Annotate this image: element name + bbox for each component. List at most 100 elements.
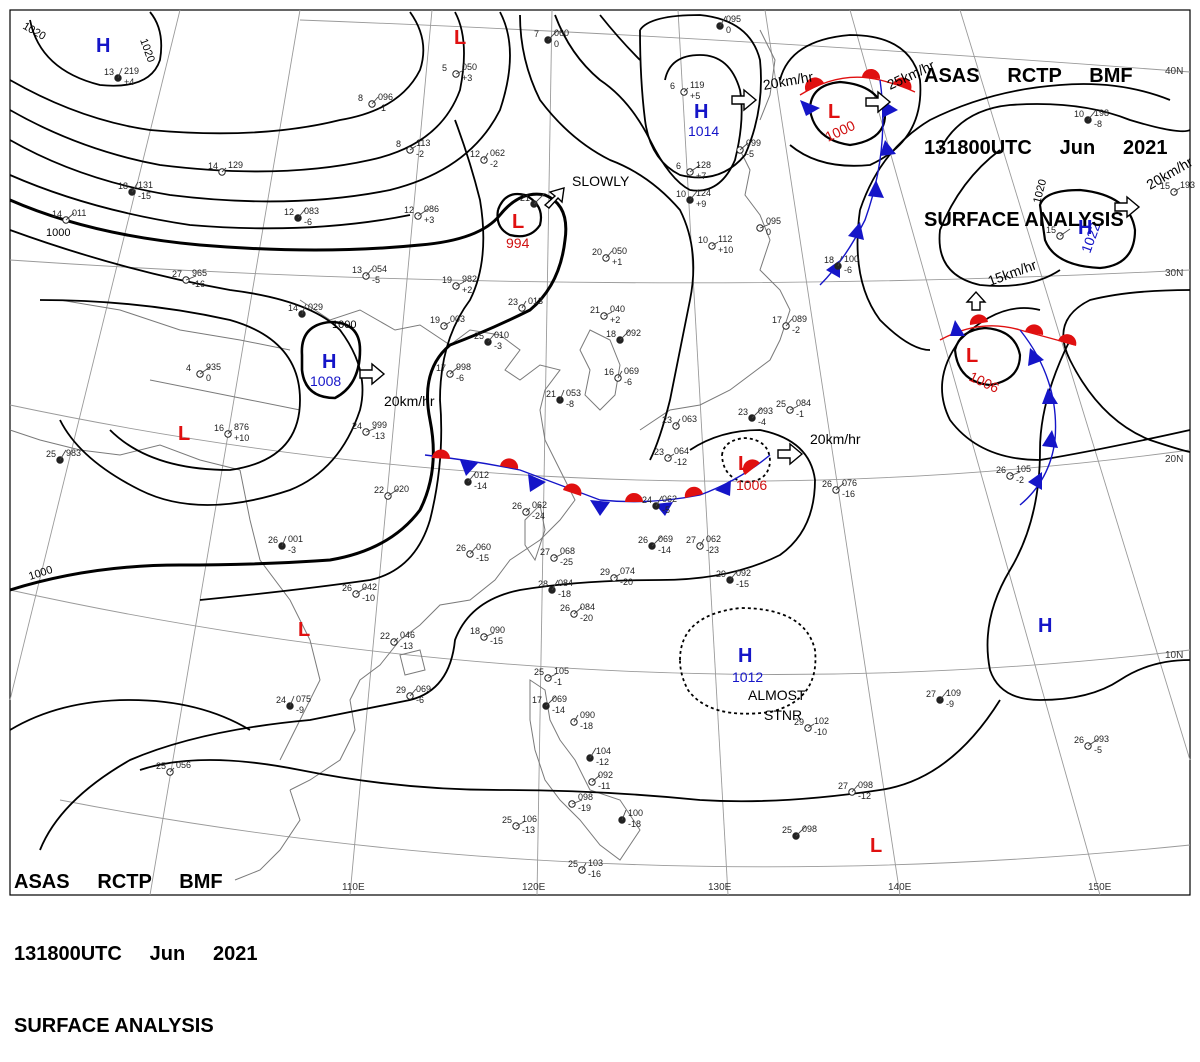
station-temperature: 21: [546, 389, 556, 399]
longitude-labels: 110E 120E 130E 140E 150E: [342, 882, 1112, 893]
station-plot: 26 060-15: [456, 542, 491, 563]
station-temperature: 28: [538, 579, 548, 589]
wind-barb-icon: [417, 208, 429, 217]
station-pressure: 001: [288, 534, 303, 544]
isobar-1022-high: [1038, 188, 1137, 270]
station-pressure-tendency: -20: [620, 577, 633, 587]
parallel-20n: [9, 404, 1191, 482]
station-pressure-tendency: -16: [192, 279, 205, 289]
station-temperature: 25: [568, 859, 578, 869]
station-plot: 28 084-18: [538, 578, 573, 599]
cold-front-mark: [848, 222, 864, 240]
station-pressure-tendency: -2: [792, 325, 800, 335]
low-center-marker: L: [454, 27, 466, 49]
station-temperature: 24: [352, 421, 362, 431]
station-plot: 27 098-12: [838, 780, 873, 801]
low-center-marker: L: [298, 619, 310, 641]
station-pressure: 103: [588, 858, 603, 868]
station-pressure: 119: [690, 80, 704, 90]
coast-korea: [579, 329, 621, 411]
station-plot: 18 131-15: [118, 180, 153, 201]
low-center-value: 1006: [736, 477, 767, 493]
lon-label: 130E: [708, 882, 732, 893]
header-line-3: SURFACE ANALYSIS: [14, 1015, 214, 1037]
lat-label: 30N: [1165, 268, 1183, 279]
station-pressure-tendency: +10: [234, 433, 249, 443]
wind-barb-icon: [651, 535, 663, 547]
station-plot: 12 062-2: [470, 148, 505, 169]
station-plot: 18 092: [606, 328, 641, 344]
station-plot: 10 198-8: [1074, 108, 1109, 129]
station-plot: 25 056: [156, 760, 191, 776]
station-temperature: 25: [534, 667, 544, 677]
meridian-110e: [349, 9, 433, 896]
station-pressure: 092: [626, 328, 641, 338]
station-pressure-tendency: -14: [552, 705, 565, 715]
station-pressure-tendency: +4: [124, 77, 134, 87]
station-pressure: 075: [296, 694, 311, 704]
station-temperature: 22: [380, 631, 390, 641]
dashed-isobars: [679, 437, 817, 715]
parallel-0: [59, 799, 1191, 868]
meridian-130e: [677, 9, 729, 896]
warm-front-mark: [969, 314, 988, 325]
station-pressure-tendency: -1: [554, 677, 562, 687]
station-pressure-tendency: -12: [596, 757, 609, 767]
station-temperature: 26: [456, 543, 466, 553]
wind-barb-icon: [1173, 187, 1181, 193]
wind-barb-icon: [455, 69, 465, 75]
station-plot: 16 069-6: [604, 366, 639, 387]
station-pressure-tendency: -25: [560, 557, 573, 567]
station-plot: 12 086+3: [404, 204, 439, 225]
station-pressure-tendency: -14: [474, 481, 487, 491]
station-pressure-tendency: -5: [746, 149, 754, 159]
station-temperature: 23: [508, 297, 518, 307]
station-pressure-tendency: -15: [736, 579, 749, 589]
isobar-south-2: [39, 429, 816, 851]
isobar-ne-2: [859, 83, 1171, 211]
station-temperature: 25: [46, 449, 56, 459]
wind-barb-icon: [169, 767, 175, 773]
station-plot: 092-11: [588, 770, 613, 791]
wind-barb-icon: [393, 637, 399, 643]
station-temperature: 8: [358, 93, 363, 103]
station-pressure: 069: [624, 366, 639, 376]
station-plot: 26 084-20: [560, 602, 595, 623]
cold-front-mark: [1028, 472, 1042, 490]
low-center-marker: L: [966, 345, 978, 367]
station-pressure: 074: [620, 566, 635, 576]
station-plot: 23 064-12: [654, 446, 689, 467]
station-pressure: 102: [814, 716, 829, 726]
station-plot: 29 074-20: [600, 566, 635, 587]
wind-barb-icon: [301, 303, 307, 315]
wind-barb-icon: [289, 695, 295, 707]
low-center-marker: L: [512, 211, 524, 233]
wind-barb-icon: [455, 281, 465, 287]
cold-front-mark: [1042, 430, 1058, 448]
dashed-isobar-low-1006: [721, 437, 771, 483]
low-center-marker: L: [178, 423, 190, 445]
station-pressure: 076: [842, 478, 857, 488]
station-pressure-tendency: +3: [424, 215, 434, 225]
isobar-east-1006: [953, 326, 1022, 387]
station-pressure: 131: [138, 180, 153, 190]
station-pressure-tendency: -6: [456, 373, 464, 383]
arrow-icon: [543, 187, 565, 209]
station-pressure: 876: [234, 422, 249, 432]
station-plot: 26 093-5: [1074, 734, 1109, 755]
station-pressure: 040: [610, 304, 625, 314]
wind-barb-icon: [571, 799, 583, 805]
station-plot: 13 219+4: [104, 66, 139, 87]
isobar-west-1: [9, 229, 364, 506]
station-pressure-tendency: -13: [522, 825, 535, 835]
isobar-1000-bold: [9, 192, 568, 592]
station-plot: 14 011: [52, 208, 86, 224]
wind-barb-icon: [667, 453, 675, 459]
station-plot: 19 982+2: [442, 274, 477, 295]
station-pressure: 098: [858, 780, 873, 790]
high-center-marker: H: [694, 101, 708, 123]
arrow-icon: [965, 290, 987, 311]
station-temperature: 25: [502, 815, 512, 825]
station-pressure-tendency: -9: [296, 705, 304, 715]
station-pressure: 090: [490, 625, 505, 635]
